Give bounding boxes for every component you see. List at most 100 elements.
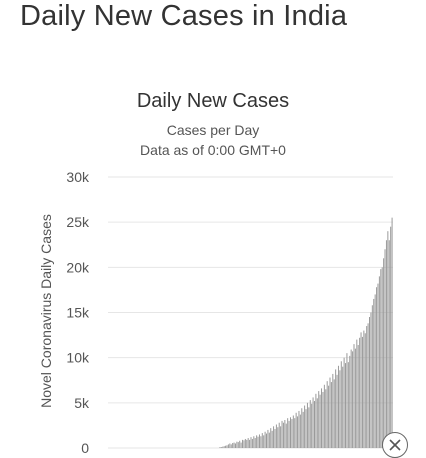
- bar: [385, 240, 387, 448]
- bar: [233, 442, 235, 448]
- bar: [329, 377, 331, 448]
- chart-subtitle: Cases per Day: [167, 122, 260, 138]
- bar: [294, 418, 296, 448]
- y-tick-label: 15k: [66, 305, 90, 321]
- bar: [244, 438, 246, 448]
- bar: [381, 267, 383, 448]
- bar: [380, 269, 382, 448]
- bar: [388, 240, 390, 448]
- bar: [264, 431, 266, 448]
- bar: [350, 349, 352, 448]
- y-tick-label: 25k: [66, 214, 90, 230]
- bar: [288, 420, 290, 448]
- bar: [387, 231, 389, 448]
- bar: [328, 385, 330, 448]
- bar: [287, 418, 289, 448]
- bar: [275, 424, 277, 448]
- bar: [306, 402, 308, 448]
- close-button[interactable]: [382, 432, 408, 458]
- bar: [232, 443, 234, 448]
- bar: [250, 437, 252, 448]
- bar: [237, 442, 239, 448]
- bar: [261, 433, 263, 448]
- bar: [384, 249, 386, 448]
- y-tick-label: 5k: [74, 395, 90, 411]
- bar: [308, 407, 310, 448]
- bar: [353, 344, 355, 448]
- bar: [340, 361, 342, 448]
- bar: [345, 363, 347, 448]
- y-axis-label: Novel Coronavirus Daily Cases: [38, 214, 54, 408]
- bar: [354, 348, 356, 448]
- bar: [285, 423, 287, 448]
- bar: [280, 426, 282, 448]
- bar: [234, 443, 236, 448]
- bar: [377, 283, 379, 448]
- bar: [301, 408, 303, 448]
- y-tick-label: 0: [81, 440, 89, 456]
- y-tick-label: 20k: [66, 259, 90, 275]
- bar: [277, 427, 279, 448]
- bar: [222, 446, 224, 448]
- bar: [359, 337, 361, 448]
- bar: [347, 362, 349, 448]
- bar: [370, 312, 372, 448]
- bar: [290, 417, 291, 448]
- bar: [367, 323, 369, 448]
- close-icon: [389, 439, 401, 451]
- bar: [319, 394, 321, 448]
- bar: [297, 416, 299, 448]
- bar: [292, 415, 294, 448]
- y-tick-label: 10k: [66, 350, 90, 366]
- bar: [256, 435, 258, 448]
- bar: [230, 444, 232, 448]
- bar: [333, 379, 335, 448]
- bar: [242, 439, 244, 448]
- bar: [227, 444, 229, 448]
- bar: [391, 217, 393, 448]
- bar: [225, 445, 227, 448]
- bar: [383, 258, 385, 448]
- bar: [246, 439, 248, 448]
- bar: [254, 438, 256, 448]
- bar: [268, 432, 270, 448]
- bar: [273, 426, 275, 448]
- page-heading: Daily New Cases in India: [20, 0, 348, 32]
- bar: [219, 447, 221, 448]
- bar: [342, 366, 344, 448]
- bar: [260, 436, 262, 448]
- grid: [108, 176, 393, 449]
- bar: [376, 287, 378, 448]
- bar: [282, 422, 284, 448]
- bar: [343, 357, 345, 448]
- bar: [325, 389, 327, 448]
- bar: [223, 446, 225, 448]
- bar: [291, 419, 293, 448]
- bar: [339, 370, 341, 448]
- bar: [278, 422, 280, 448]
- bar: [312, 397, 314, 448]
- bar: [369, 317, 370, 448]
- bar: [220, 447, 222, 448]
- bar: [349, 355, 351, 448]
- bar: [236, 441, 238, 448]
- bar: [299, 414, 301, 448]
- bar: [263, 435, 265, 448]
- bar: [316, 398, 318, 448]
- bar: [330, 382, 332, 448]
- bar: [239, 440, 241, 448]
- bar: [352, 351, 354, 448]
- bar: [253, 436, 255, 448]
- bar: [309, 400, 311, 448]
- bar: [326, 381, 328, 448]
- bar: [267, 429, 269, 448]
- bar: [226, 445, 228, 448]
- y-tick-label: 30k: [66, 169, 90, 185]
- bar: [321, 388, 323, 448]
- bar: [318, 391, 320, 448]
- bar: [336, 374, 338, 448]
- y-axis-ticks: 0 5k 10k 15k 20k 25k 30k: [66, 169, 90, 456]
- bars: [219, 217, 393, 448]
- bar: [251, 438, 253, 448]
